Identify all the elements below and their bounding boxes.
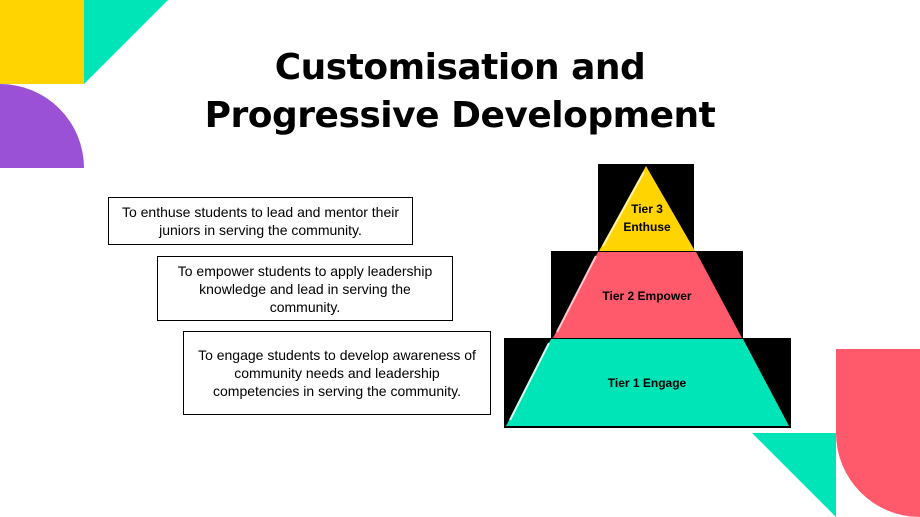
tier1-label: Tier 1 Engage bbox=[608, 376, 687, 390]
tier1-highlight bbox=[509, 342, 550, 421]
tier3-description-box: To enthuse students to lead and mentor t… bbox=[108, 197, 413, 245]
tier3-label-line-1: Tier 3 bbox=[631, 202, 663, 216]
title-line-2: Progressive Development bbox=[204, 95, 716, 136]
tier2-description-text: To empower students to apply leadership … bbox=[177, 262, 433, 315]
teal-triangle-shape bbox=[84, 0, 168, 84]
purple-quarter-circle-shape bbox=[0, 84, 84, 168]
tier3-highlight bbox=[602, 171, 645, 247]
coral-quarter-circle-shape bbox=[836, 433, 920, 517]
top-left-decoration bbox=[0, 0, 168, 168]
tier1-shape bbox=[506, 339, 789, 426]
tier3-shape bbox=[599, 166, 695, 251]
tier2-label: Tier 2 Empower bbox=[602, 289, 691, 303]
tier2-highlight bbox=[556, 255, 597, 333]
tier3-description-text: To enthuse students to lead and mentor t… bbox=[121, 204, 400, 238]
tier1-description-box: To engage students to develop awareness … bbox=[183, 331, 491, 415]
tier1-description-text: To engage students to develop awareness … bbox=[198, 347, 476, 399]
coral-square-shape bbox=[836, 349, 920, 433]
bottom-right-decoration bbox=[752, 349, 920, 517]
teal-triangle-shape-bottom bbox=[752, 433, 836, 517]
tier2-description-box: To empower students to apply leadership … bbox=[157, 256, 453, 321]
yellow-square-shape bbox=[0, 0, 84, 84]
page-title: Customisation and Progressive Developmen… bbox=[130, 44, 790, 140]
title-line-1: Customisation and bbox=[274, 47, 646, 88]
tier-pyramid: Tier 1 Engage Tier 2 Empower Tier 3 Enth… bbox=[504, 164, 791, 428]
tier2-shape bbox=[553, 252, 742, 338]
tier3-label-line-2: Enthuse bbox=[623, 220, 671, 234]
